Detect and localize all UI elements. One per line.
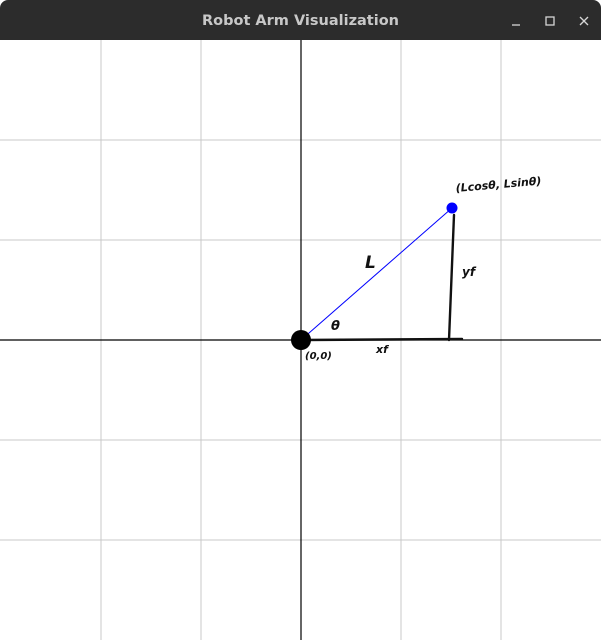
title-bar[interactable]: Robot Arm Visualization	[0, 0, 601, 40]
base-joint[interactable]	[291, 330, 311, 350]
minimize-icon	[512, 24, 520, 26]
end-effector[interactable]	[446, 202, 458, 214]
arm-link	[300, 207, 453, 341]
window-title: Robot Arm Visualization	[201, 13, 399, 29]
plot-svg: (Lcosθ, Lsinθ) L θ (0,0) xf yf	[0, 40, 601, 640]
length-label: L	[365, 253, 376, 273]
maximize-icon	[545, 16, 555, 26]
y-projection-line	[447, 213, 456, 342]
angle-label: θ	[331, 319, 340, 334]
maximize-button[interactable]	[539, 10, 561, 32]
x-projection-line	[301, 337, 464, 342]
close-icon	[579, 16, 589, 26]
y-projection-label: yf	[462, 265, 477, 279]
origin-label: (0,0)	[305, 351, 332, 362]
x-projection-label: xf	[375, 343, 389, 356]
close-button[interactable]	[573, 10, 595, 32]
plot-canvas[interactable]: (Lcosθ, Lsinθ) L θ (0,0) xf yf	[0, 40, 601, 640]
minimize-button[interactable]	[505, 10, 527, 32]
